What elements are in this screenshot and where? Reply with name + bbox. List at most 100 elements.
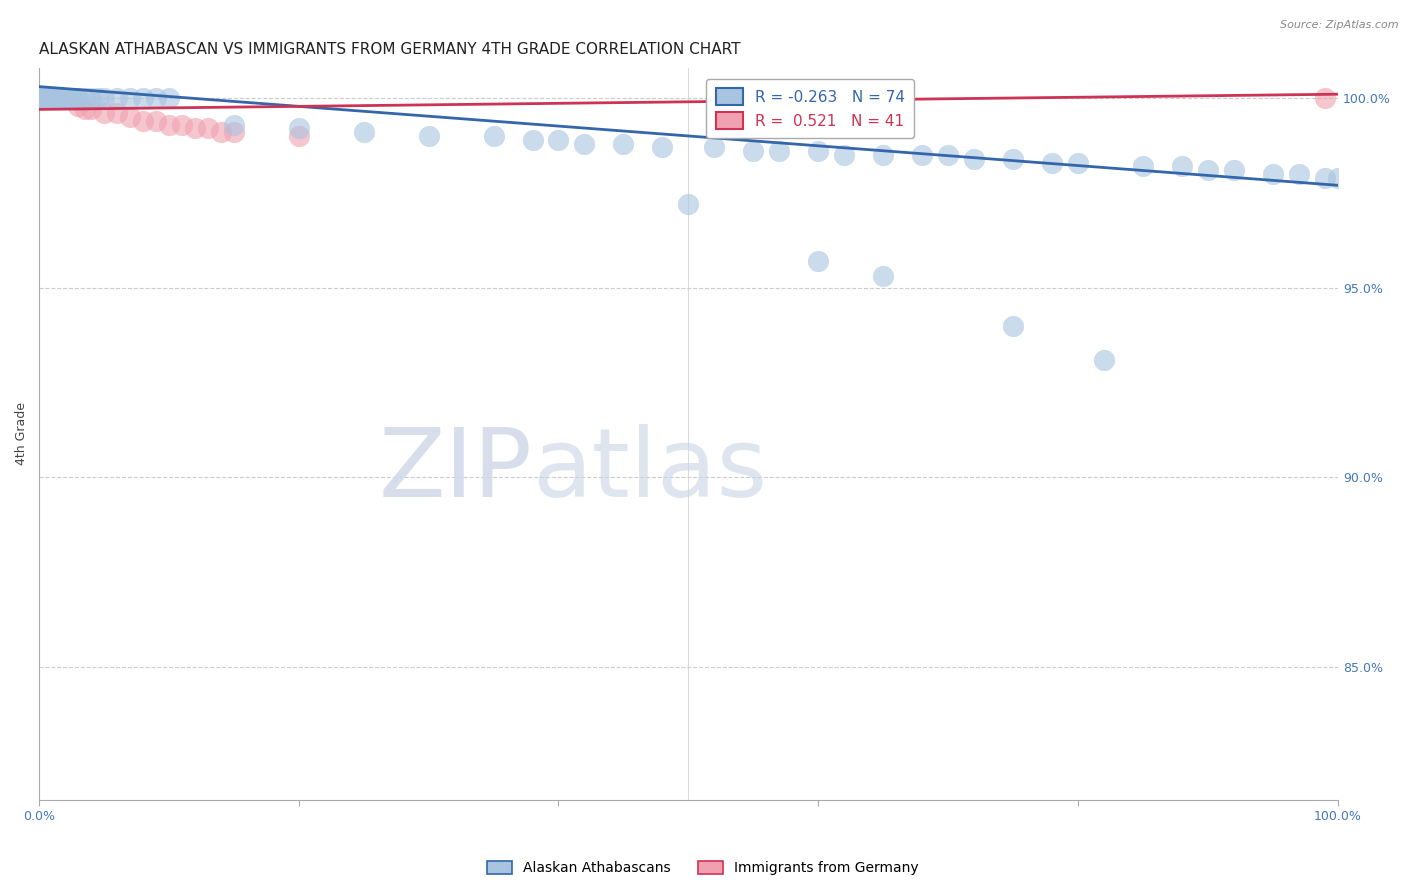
Point: [46, 91, 69, 105]
Point: [1132, 159, 1154, 173]
Point: [44, 91, 66, 105]
Point: [678, 197, 700, 211]
Point: [59, 91, 82, 105]
Point: [703, 140, 725, 154]
Point: [58, 91, 80, 105]
Point: [62, 91, 84, 105]
Point: [936, 148, 959, 162]
Point: [34, 91, 56, 105]
Point: [73, 103, 96, 117]
Point: [1001, 152, 1024, 166]
Point: [63, 91, 86, 105]
Point: [768, 144, 790, 158]
Point: [353, 125, 375, 139]
Legend: Alaskan Athabascans, Immigrants from Germany: Alaskan Athabascans, Immigrants from Ger…: [481, 855, 925, 880]
Point: [32, 91, 55, 105]
Point: [49, 91, 72, 105]
Point: [58, 91, 80, 105]
Point: [44, 91, 66, 105]
Point: [35, 91, 58, 105]
Point: [145, 91, 167, 105]
Point: [31, 91, 53, 105]
Point: [48, 91, 70, 105]
Point: [807, 144, 830, 158]
Point: [742, 144, 765, 158]
Point: [911, 148, 934, 162]
Point: [118, 110, 141, 124]
Point: [42, 91, 65, 105]
Point: [1067, 155, 1090, 169]
Point: [482, 128, 505, 143]
Point: [184, 121, 207, 136]
Point: [574, 136, 596, 151]
Point: [118, 91, 141, 105]
Point: [157, 118, 180, 132]
Point: [34, 91, 56, 105]
Point: [80, 103, 103, 117]
Point: [60, 91, 83, 105]
Point: [547, 133, 569, 147]
Point: [51, 91, 73, 105]
Point: [48, 91, 70, 105]
Point: [522, 133, 544, 147]
Point: [67, 91, 90, 105]
Point: [42, 91, 65, 105]
Point: [67, 98, 90, 112]
Point: [56, 91, 79, 105]
Point: [35, 91, 58, 105]
Point: [37, 91, 59, 105]
Point: [105, 91, 128, 105]
Point: [1092, 352, 1115, 367]
Point: [45, 91, 67, 105]
Point: [105, 106, 128, 120]
Point: [53, 91, 76, 105]
Point: [52, 91, 75, 105]
Point: [55, 91, 77, 105]
Point: [38, 91, 60, 105]
Point: [222, 118, 245, 132]
Point: [65, 91, 87, 105]
Point: [1171, 159, 1194, 173]
Point: [59, 91, 82, 105]
Text: atlas: atlas: [533, 424, 768, 517]
Legend: R = -0.263   N = 74, R =  0.521   N = 41: R = -0.263 N = 74, R = 0.521 N = 41: [706, 79, 914, 138]
Y-axis label: 4th Grade: 4th Grade: [15, 402, 28, 466]
Point: [807, 254, 830, 268]
Point: [1001, 318, 1024, 333]
Point: [145, 113, 167, 128]
Point: [222, 125, 245, 139]
Point: [170, 118, 193, 132]
Point: [52, 91, 75, 105]
Point: [612, 136, 634, 151]
Point: [38, 91, 60, 105]
Point: [1313, 170, 1336, 185]
Point: [37, 91, 59, 105]
Point: [1222, 163, 1244, 178]
Point: [651, 140, 673, 154]
Point: [51, 91, 73, 105]
Point: [34, 91, 56, 105]
Point: [51, 91, 73, 105]
Point: [73, 91, 96, 105]
Point: [418, 128, 440, 143]
Point: [1040, 155, 1063, 169]
Point: [209, 125, 232, 139]
Point: [872, 148, 894, 162]
Point: [1288, 167, 1310, 181]
Text: Source: ZipAtlas.com: Source: ZipAtlas.com: [1281, 20, 1399, 29]
Point: [31, 91, 53, 105]
Point: [80, 91, 103, 105]
Point: [832, 148, 855, 162]
Point: [1261, 167, 1284, 181]
Point: [56, 91, 79, 105]
Point: [872, 269, 894, 284]
Point: [1313, 91, 1336, 105]
Point: [197, 121, 219, 136]
Point: [39, 91, 62, 105]
Point: [30, 91, 52, 105]
Point: [66, 91, 89, 105]
Point: [55, 91, 77, 105]
Point: [41, 91, 63, 105]
Point: [132, 91, 155, 105]
Point: [32, 91, 55, 105]
